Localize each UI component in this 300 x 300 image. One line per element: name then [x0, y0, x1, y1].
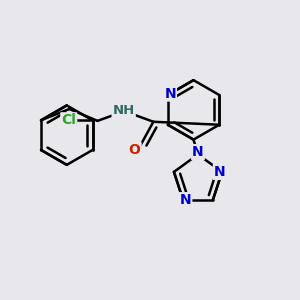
Text: N: N [180, 193, 191, 207]
Text: N: N [164, 86, 176, 100]
Text: Cl: Cl [61, 113, 76, 127]
Text: N: N [214, 165, 225, 179]
Text: O: O [129, 143, 141, 157]
Text: N: N [192, 145, 204, 159]
Text: NH: NH [112, 104, 135, 117]
